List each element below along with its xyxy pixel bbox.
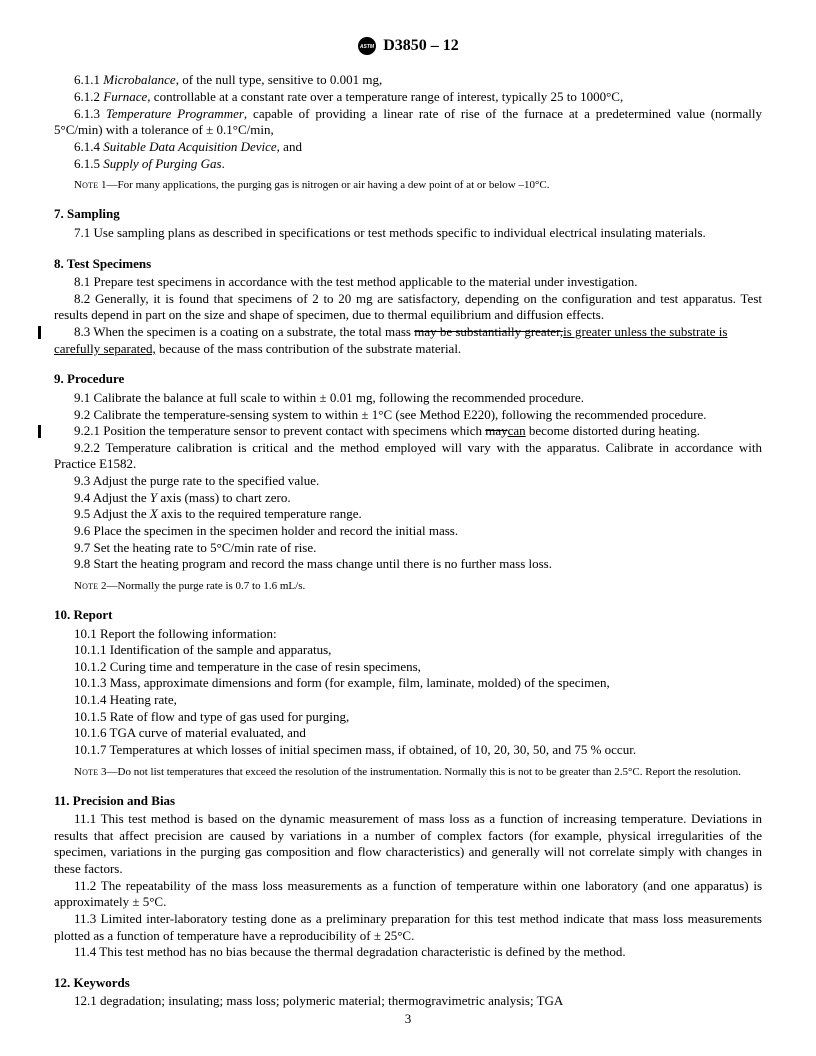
para-6-1-5: 6.1.5 Supply of Purging Gas. <box>54 156 762 173</box>
note-text: 3—Do not list temperatures that exceed t… <box>98 766 741 778</box>
clause-num: 6.1.3 <box>74 106 106 121</box>
term-italic: Furnace <box>103 89 147 104</box>
section-7-title: 7. Sampling <box>54 206 762 223</box>
underline-text: is greater unless the substrate is <box>563 324 727 339</box>
para-10-1: 10.1 Report the following information: <box>54 626 762 643</box>
svg-text:ASTM: ASTM <box>359 44 375 50</box>
clause-text: become distorted during heating. <box>526 423 700 438</box>
para-9-6: 9.6 Place the specimen in the specimen h… <box>54 523 762 540</box>
clause-text: , controllable at a constant rate over a… <box>147 89 623 104</box>
term-italic: Temperature Programmer <box>106 106 244 121</box>
note-1: Note 1—For many applications, the purgin… <box>54 178 762 192</box>
term-italic: Supply of Purging Gas <box>103 156 221 171</box>
change-bar-9-2-1: 9.2.1 Position the temperature sensor to… <box>54 423 762 440</box>
note-text: 2—Normally the purge rate is 0.7 to 1.6 … <box>98 580 305 592</box>
clause-num: 6.1.1 <box>74 72 103 87</box>
para-10-1-3: 10.1.3 Mass, approximate dimensions and … <box>54 675 762 692</box>
note-label: Note <box>74 580 98 592</box>
clause-num: 6.1.4 <box>74 139 103 154</box>
note-label: Note <box>74 766 98 778</box>
note-2: Note 2—Normally the purge rate is 0.7 to… <box>54 579 762 593</box>
page-header: ASTM D3850 – 12 <box>54 36 762 56</box>
clause-text: 9.2.1 Position the temperature sensor to… <box>74 423 485 438</box>
change-bar-8-3: 8.3 When the specimen is a coating on a … <box>54 324 762 341</box>
clause-num: 6.1.2 <box>74 89 103 104</box>
note-text: 1—For many applications, the purging gas… <box>98 179 549 191</box>
para-11-4: 11.4 This test method has no bias becaus… <box>54 944 762 961</box>
clause-text: , of the null type, sensitive to 0.001 m… <box>176 72 383 87</box>
section-11-title: 11. Precision and Bias <box>54 793 762 810</box>
note-3: Note 3—Do not list temperatures that exc… <box>54 765 762 779</box>
strike-text: may be substantially greater, <box>414 324 563 339</box>
section-9-title: 9. Procedure <box>54 371 762 388</box>
section-10-title: 10. Report <box>54 607 762 624</box>
clause-text: because of the mass contribution of the … <box>156 341 461 356</box>
underline-text: can <box>508 423 526 438</box>
para-8-1: 8.1 Prepare test specimens in accordance… <box>54 274 762 291</box>
document-page: ASTM D3850 – 12 6.1.1 Microbalance, of t… <box>0 0 816 1056</box>
term-italic: Microbalance <box>103 72 175 87</box>
para-6-1-4: 6.1.4 Suitable Data Acquisition Device, … <box>54 139 762 156</box>
para-9-5: 9.5 Adjust the X axis to the required te… <box>54 506 762 523</box>
clause-text: , and <box>277 139 302 154</box>
underline-text: carefully separated, <box>54 341 156 356</box>
para-9-7: 9.7 Set the heating rate to 5°C/min rate… <box>54 540 762 557</box>
para-9-2-1: 9.2.1 Position the temperature sensor to… <box>54 423 762 440</box>
para-10-1-7: 10.1.7 Temperatures at which losses of i… <box>54 742 762 759</box>
clause-text: 9.4 Adjust the <box>74 490 150 505</box>
para-9-3: 9.3 Adjust the purge rate to the specifi… <box>54 473 762 490</box>
para-10-1-5: 10.1.5 Rate of flow and type of gas used… <box>54 709 762 726</box>
axis-italic: Y <box>150 490 157 505</box>
para-8-3: 8.3 When the specimen is a coating on a … <box>54 324 762 341</box>
para-11-3: 11.3 Limited inter-laboratory testing do… <box>54 911 762 944</box>
page-number: 3 <box>405 1011 412 1026</box>
para-12-1: 12.1 degradation; insulating; mass loss;… <box>54 993 762 1010</box>
para-8-3-cont: carefully separated, because of the mass… <box>54 341 762 358</box>
para-8-2: 8.2 Generally, it is found that specimen… <box>54 291 762 324</box>
clause-text: axis (mass) to chart zero. <box>157 490 291 505</box>
clause-num: 6.1.5 <box>74 156 103 171</box>
clause-text: 9.5 Adjust the <box>74 506 150 521</box>
para-6-1-3: 6.1.3 Temperature Programmer, capable of… <box>54 106 762 139</box>
para-6-1-2: 6.1.2 Furnace, controllable at a constan… <box>54 89 762 106</box>
para-11-1: 11.1 This test method is based on the dy… <box>54 811 762 878</box>
para-10-1-4: 10.1.4 Heating rate, <box>54 692 762 709</box>
term-italic: Suitable Data Acquisition Device <box>103 139 276 154</box>
para-7-1: 7.1 Use sampling plans as described in s… <box>54 225 762 242</box>
para-10-1-6: 10.1.6 TGA curve of material evaluated, … <box>54 725 762 742</box>
clause-text: axis to the required temperature range. <box>158 506 362 521</box>
para-11-2: 11.2 The repeatability of the mass loss … <box>54 878 762 911</box>
note-label: Note <box>74 179 98 191</box>
para-10-1-1: 10.1.1 Identification of the sample and … <box>54 642 762 659</box>
section-8-title: 8. Test Specimens <box>54 256 762 273</box>
strike-text: may <box>485 423 507 438</box>
page-footer: 3 <box>0 1011 816 1028</box>
para-9-2-2: 9.2.2 Temperature calibration is critica… <box>54 440 762 473</box>
para-6-1-1: 6.1.1 Microbalance, of the null type, se… <box>54 72 762 89</box>
para-10-1-2: 10.1.2 Curing time and temperature in th… <box>54 659 762 676</box>
clause-text: . <box>222 156 225 171</box>
para-9-4: 9.4 Adjust the Y axis (mass) to chart ze… <box>54 490 762 507</box>
section-12-title: 12. Keywords <box>54 975 762 992</box>
clause-text: 8.3 When the specimen is a coating on a … <box>74 324 414 339</box>
axis-italic: X <box>150 506 158 521</box>
para-9-8: 9.8 Start the heating program and record… <box>54 556 762 573</box>
para-9-1: 9.1 Calibrate the balance at full scale … <box>54 390 762 407</box>
standard-designation: D3850 – 12 <box>383 36 459 56</box>
astm-logo-icon: ASTM <box>357 36 377 56</box>
para-9-2: 9.2 Calibrate the temperature-sensing sy… <box>54 407 762 424</box>
